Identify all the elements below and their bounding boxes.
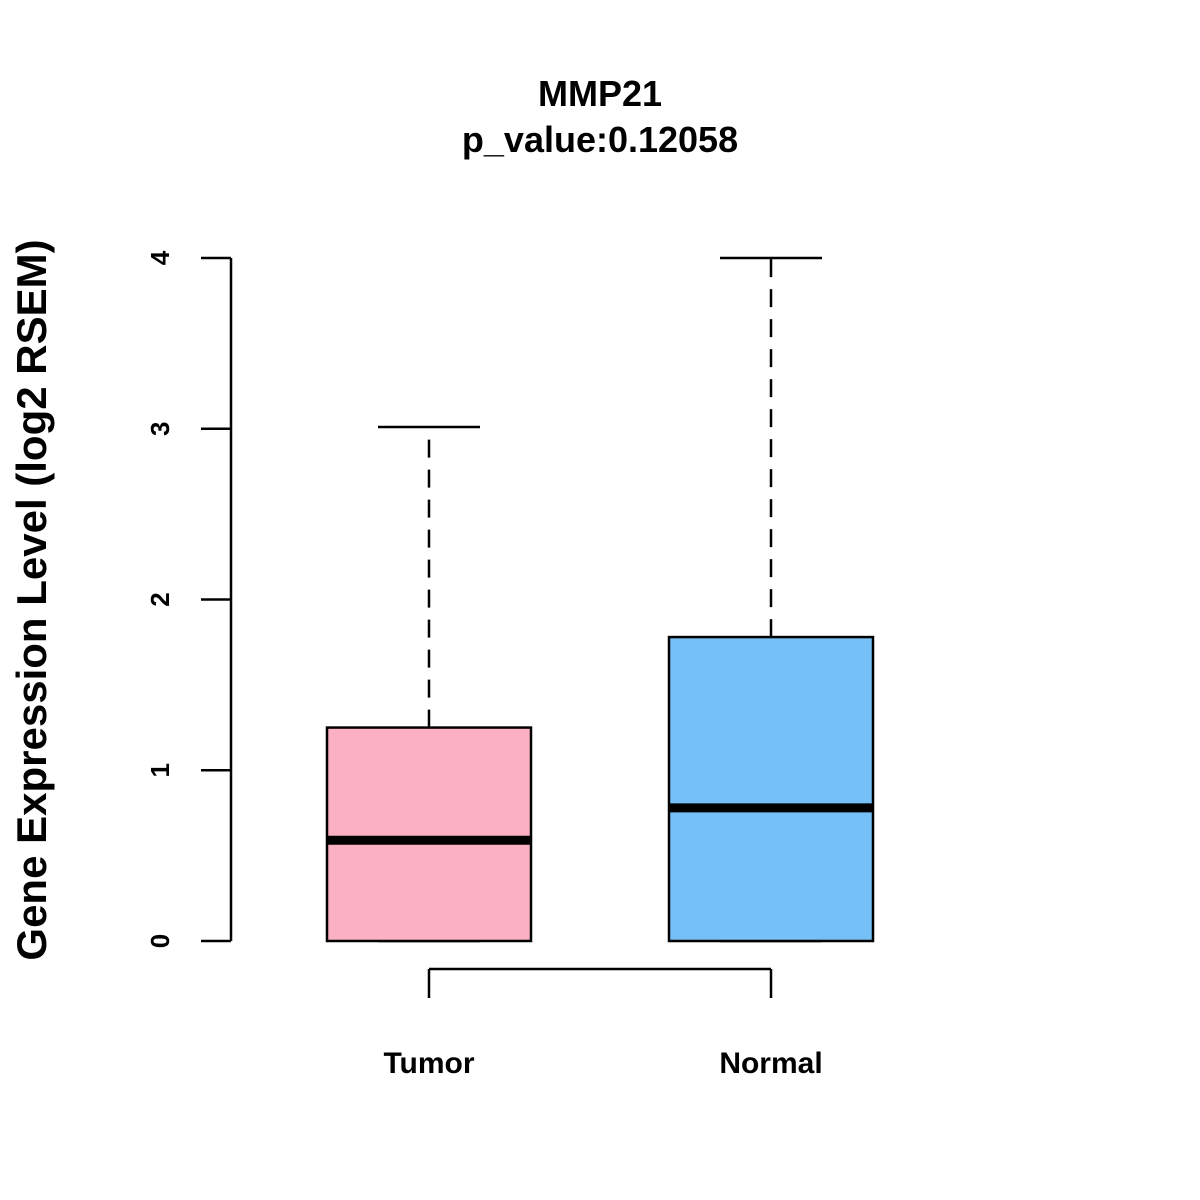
y-tick-label-3: 3: [145, 422, 175, 436]
y-tick-label-0: 0: [145, 934, 175, 948]
category-labels: Tumor Normal: [383, 1047, 822, 1080]
y-tick-label-4: 4: [145, 250, 175, 265]
box-normal: [667, 256, 875, 943]
y-axis: 0 1 2 3 4: [145, 250, 233, 948]
category-label-normal: Normal: [719, 1047, 822, 1080]
y-tick-label-2: 2: [145, 592, 175, 606]
box-rect-normal: [667, 635, 875, 943]
chart-subtitle: p_value:0.12058: [462, 119, 738, 160]
box-rect-tumor: [325, 726, 533, 943]
category-label-tumor: Tumor: [383, 1047, 474, 1080]
comparison-bracket: [427, 967, 773, 998]
chart-title: MMP21: [538, 73, 662, 114]
y-axis-title: Gene Expression Level (log2 RSEM): [8, 239, 55, 960]
y-tick-label-1: 1: [145, 763, 175, 777]
box-tumor: [325, 425, 533, 943]
boxes-group: [325, 256, 875, 943]
